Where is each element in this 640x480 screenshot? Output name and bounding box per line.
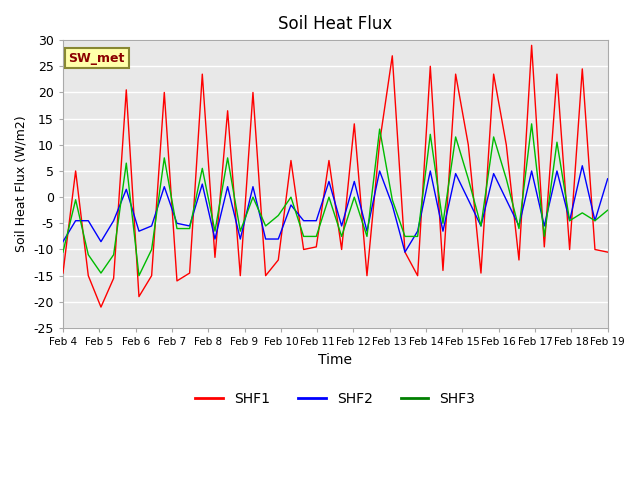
Text: SW_met: SW_met (68, 52, 125, 65)
Title: Soil Heat Flux: Soil Heat Flux (278, 15, 392, 33)
Legend: SHF1, SHF2, SHF3: SHF1, SHF2, SHF3 (189, 387, 481, 412)
X-axis label: Time: Time (318, 353, 352, 367)
Y-axis label: Soil Heat Flux (W/m2): Soil Heat Flux (W/m2) (15, 116, 28, 252)
